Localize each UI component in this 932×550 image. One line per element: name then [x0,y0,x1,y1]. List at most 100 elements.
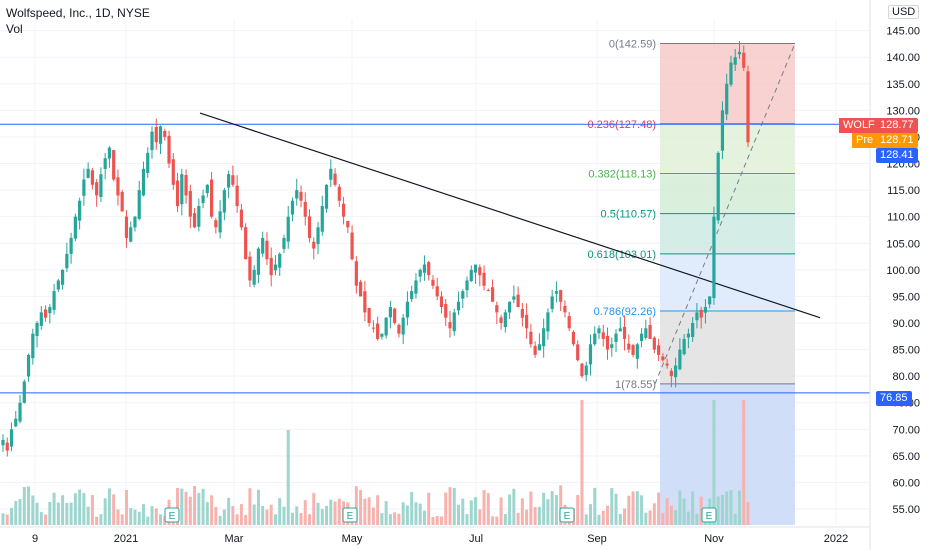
volume-bar [439,516,443,525]
candle-body [286,216,290,242]
volume-bar [444,492,448,525]
candle-body [354,261,358,286]
candle-body [448,322,452,329]
volume-bar [699,496,703,525]
volume-bar [465,514,469,525]
candle-body [410,291,414,300]
earnings-marker-label: E [564,511,571,522]
volume-bar [248,488,252,525]
candle-body [588,344,593,365]
candle-body [422,264,427,273]
candle-body [278,253,282,268]
candle-body [14,418,18,427]
volume-bar [82,493,86,525]
candle-body [593,333,597,345]
volume-bar [295,506,299,525]
x-tick-label: 2021 [114,533,138,545]
volume-bar [695,513,699,525]
volume-bar [716,496,720,525]
price-tag-label: Pre [852,133,878,148]
volume-bar [537,506,541,525]
volume-bar [308,514,312,525]
candle-body [473,264,478,273]
candle-body [112,150,116,180]
candle-body [610,344,614,348]
candle-body [48,307,52,314]
volume-bar [533,507,537,525]
candle-body [252,269,256,285]
chart-header: Wolfspeed, Inc., 1D, NYSE Vol [6,6,150,36]
candle-body [180,174,184,205]
volume-bar [678,490,682,525]
symbol-title: Wolfspeed, Inc., 1D, NYSE [6,6,150,20]
volume-bar [529,491,533,525]
price-tag: 128.41 [876,148,918,163]
volume-bar [150,506,154,525]
candle-body [571,331,576,345]
candle-body [341,203,346,217]
candle-body [90,170,94,185]
candle-body [184,175,188,196]
volume-bar [65,502,69,525]
volume-bar [227,497,231,525]
volume-bar [10,507,14,525]
candle-body [273,264,278,271]
candle-body [401,317,405,335]
fib-level-label: 0.236(127.48) [588,119,657,131]
earnings-marker-label: E [347,511,354,522]
candle-body [103,158,107,169]
candle-body [665,363,669,366]
volume-bar [197,492,201,525]
candle-body [307,216,312,238]
fib-level-label: 0.618(103.01) [588,249,657,261]
fib-zone [660,213,795,254]
volume-label: Vol [6,22,23,36]
x-tick-label: May [342,533,363,545]
candle-body [333,173,337,185]
candle-body [73,216,77,239]
currency-selector[interactable]: USD [888,5,920,19]
candle-body [388,307,392,318]
volume-bar [325,505,329,525]
volume-bar [112,494,116,525]
candle-body [214,220,218,228]
candle-body [299,191,303,201]
candle-body [563,305,567,313]
candle-body [559,290,563,302]
candle-body [393,308,397,323]
volume-bar [146,516,150,525]
volume-bar [593,487,597,525]
earnings-marker [701,507,717,523]
candle-body [256,248,261,275]
candle-body [239,209,243,228]
volume-bar [746,501,750,525]
candle-body [431,279,435,286]
volume-bar [269,504,273,525]
candle-body [720,110,725,151]
volume-bar [542,492,546,525]
candle-body [116,177,120,196]
volume-bar [597,514,601,525]
y-tick-label: 140.00 [886,52,920,64]
volume-bar [107,488,111,525]
volume-bar [380,513,384,525]
candle-body [699,309,703,318]
volume-bar [576,495,580,525]
candle-body [618,328,622,332]
volume-bar [273,514,277,525]
volume-bar [218,515,222,525]
candle-body [61,269,65,285]
candle-body [5,442,9,451]
candle-body [703,307,708,313]
candle-body [584,365,588,376]
volume-bar [159,514,163,525]
candle-body [405,301,410,318]
price-tag: 76.85 [876,391,912,406]
volume-bar [657,492,661,525]
candle-body [312,241,316,249]
earnings-marker [559,507,575,523]
candle-body [529,331,533,345]
volume-bar [550,491,554,525]
candle-body [95,182,99,196]
